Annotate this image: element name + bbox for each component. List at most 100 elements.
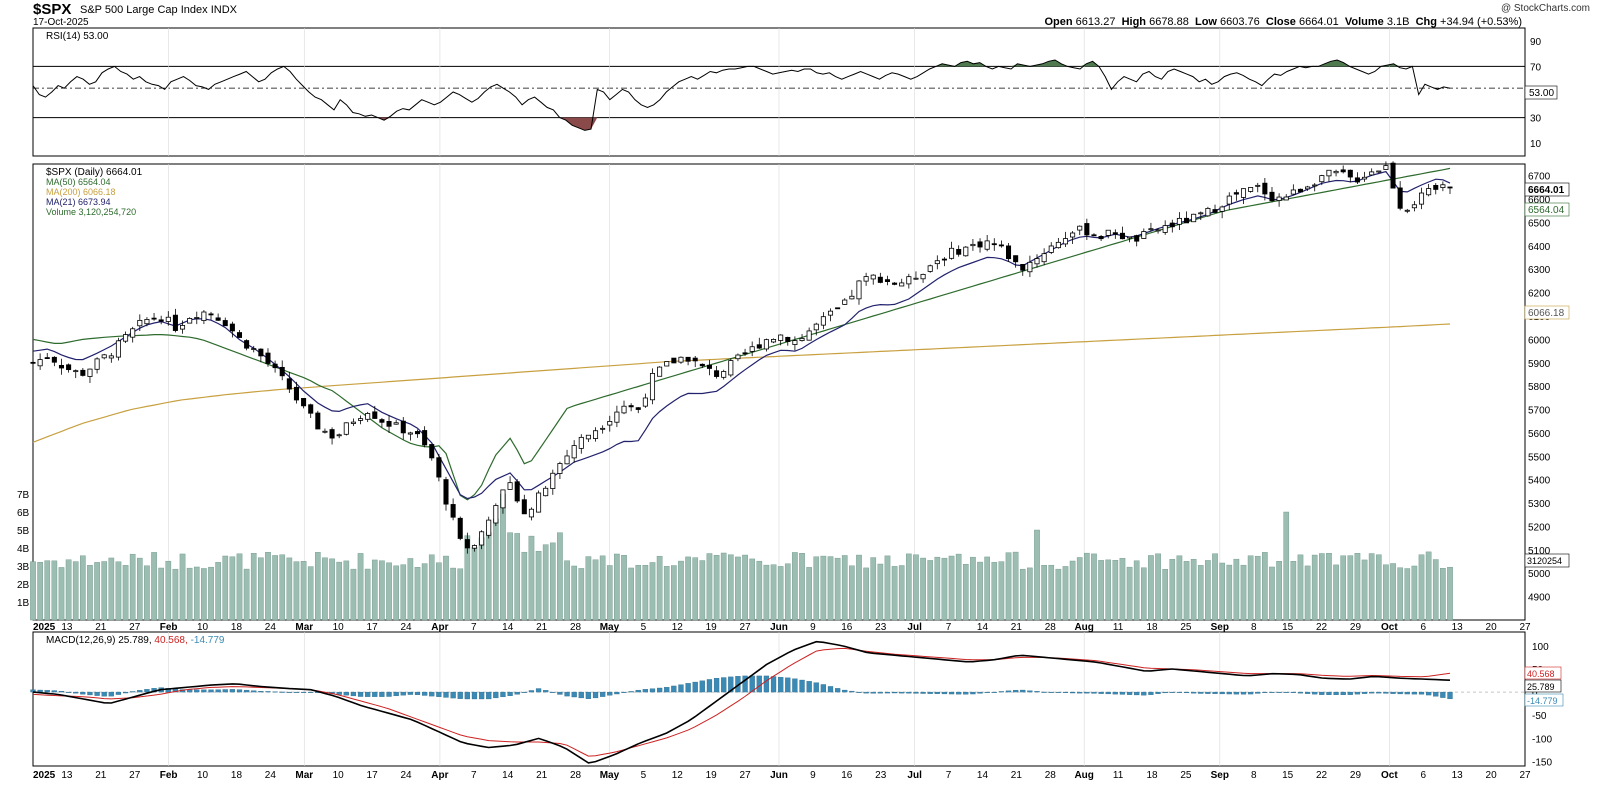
volume-bar [806, 567, 812, 621]
volume-bar [1005, 552, 1012, 621]
volume-bar [350, 568, 357, 621]
volume-bar [243, 568, 250, 621]
macd-hist-bar [721, 677, 727, 693]
macd-tick-label: -100 [1532, 734, 1552, 745]
volume-bar [962, 564, 969, 621]
ma21-line [32, 170, 1451, 500]
macd-hist-bar [80, 691, 86, 695]
macd-hist-bar [357, 691, 364, 697]
candle [386, 421, 392, 427]
candle [799, 337, 805, 341]
volume-bar [849, 565, 855, 621]
macd-hist-bar [507, 691, 513, 696]
volume-bar [293, 561, 300, 621]
macd-hist-bar [65, 691, 72, 693]
macd-hist-bar [557, 691, 563, 695]
macd-hist-bar [1304, 691, 1311, 694]
x-axis-label: Aug [1074, 622, 1093, 633]
volume-bar [799, 553, 805, 621]
candle [906, 276, 912, 285]
candle [949, 247, 955, 259]
macd-hist-bar [728, 676, 734, 693]
macd-hist-bar [1041, 691, 1047, 693]
macd-hist-bar [44, 690, 50, 693]
candle [920, 273, 926, 280]
chg-value: +34.94 (+0.53%) [1440, 16, 1522, 28]
macd-hist-bar [1069, 691, 1076, 694]
macd-hist-bar [514, 691, 520, 695]
x-axis-label: 25 [1180, 770, 1192, 781]
low-value: 6603.76 [1220, 16, 1260, 28]
macd-hist-bar [571, 691, 577, 698]
volume-bar [44, 560, 51, 621]
x-axis-label: 23 [875, 770, 887, 781]
volume-bar [1140, 567, 1147, 621]
volume-bar [1290, 561, 1297, 621]
candle [429, 444, 435, 459]
candle [372, 411, 378, 419]
volume-bar [678, 560, 684, 621]
macd-hist-bar [543, 690, 549, 693]
macd-hist-bar [493, 691, 499, 699]
volume-bar [165, 560, 172, 621]
candle [1134, 235, 1140, 242]
volume-bar [1397, 567, 1403, 621]
macd-hist-bar [1198, 691, 1204, 694]
volume-bar [692, 557, 699, 621]
macd-hist-bar [1319, 691, 1325, 695]
volume-bar [884, 555, 891, 621]
macd-legend-hist: -14.779 [191, 635, 225, 646]
candle [180, 325, 186, 330]
macd-hist-bar [742, 675, 748, 693]
candle [649, 373, 656, 401]
candle [215, 317, 221, 321]
x-axis-label: 28 [570, 622, 582, 633]
volume-bar [1034, 529, 1040, 621]
volume-bar [706, 553, 713, 621]
volume-bar [229, 556, 236, 621]
x-axis-label: 8 [1251, 770, 1257, 781]
x-axis-label: 13 [1452, 622, 1464, 633]
candle [272, 363, 278, 369]
candle [443, 479, 449, 505]
volume-bar [30, 561, 36, 621]
volume-bar [1091, 553, 1097, 621]
x-axis-label: 7 [946, 770, 952, 781]
macd-hist-bar [699, 680, 705, 693]
chg-label: Chg [1415, 16, 1437, 28]
candle [642, 397, 648, 407]
volume-bar [1126, 566, 1133, 621]
candle [1276, 196, 1282, 201]
candle [236, 332, 243, 338]
macd-hist-bar [1418, 691, 1425, 695]
candle [699, 363, 705, 367]
volume-bar [400, 564, 407, 621]
price-tick-label: 5900 [1528, 359, 1551, 370]
volume-bar [841, 555, 848, 621]
volume-bar [1404, 568, 1411, 621]
macd-legend-macd: 25.789, [118, 635, 151, 646]
rsi-overbought-fill [33, 60, 1450, 67]
volume-bar [955, 553, 962, 621]
macd-hist-bar [685, 683, 691, 693]
volume-bar [913, 554, 919, 621]
volume-bar [599, 555, 606, 621]
macd-hist-bar [920, 691, 926, 694]
volume-bar [813, 556, 820, 621]
x-axis-label: Apr [431, 770, 448, 781]
x-axis-label: 18 [231, 770, 243, 781]
open-value: 6613.27 [1075, 16, 1116, 28]
volume-bar [250, 553, 257, 621]
volume-bar [820, 555, 827, 621]
volume-bar [621, 555, 627, 621]
volume-bar [720, 552, 727, 621]
price-tick-label: 6200 [1528, 289, 1551, 300]
macd-hist-bar [635, 689, 641, 693]
macd-hist-bar [422, 691, 428, 696]
candle [728, 360, 734, 376]
volume-tick-label: 1B [17, 598, 30, 609]
macd-hist-bar [1262, 691, 1268, 693]
candle [806, 330, 812, 341]
x-axis-label: 11 [1113, 622, 1124, 633]
candle [600, 427, 606, 430]
